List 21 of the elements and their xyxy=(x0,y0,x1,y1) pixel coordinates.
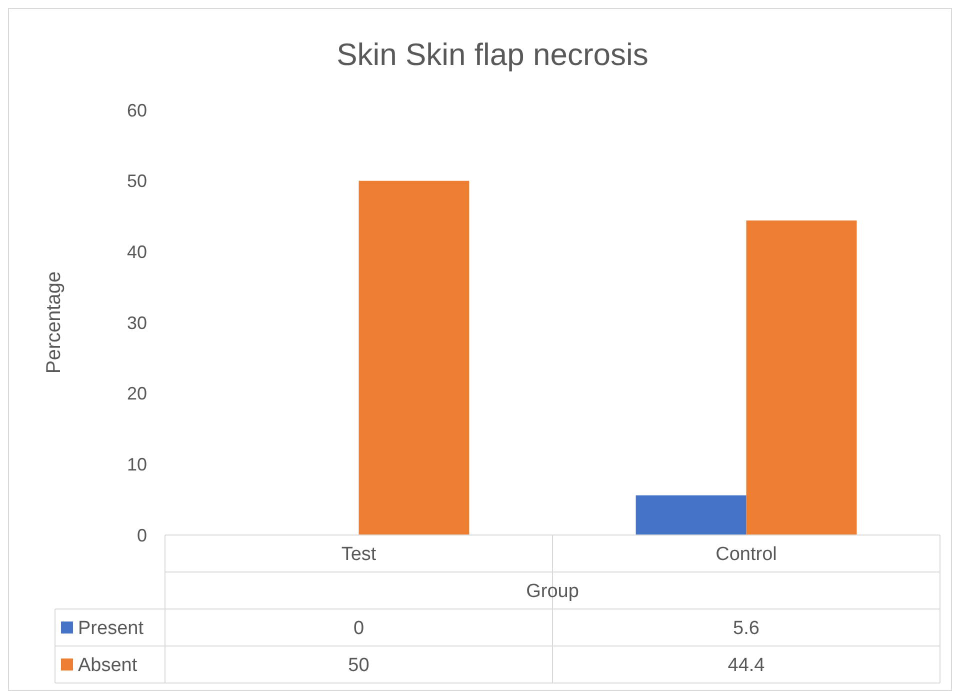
data-label: 5.6 xyxy=(733,618,760,640)
y-tick-label: 60 xyxy=(126,100,147,120)
y-tick-label: 10 xyxy=(126,454,147,474)
y-tick-label: 20 xyxy=(126,384,147,404)
bar xyxy=(358,180,470,535)
y-axis-title: Percentage xyxy=(43,271,65,374)
x-axis-title: Group xyxy=(526,581,579,602)
legend-label: Absent xyxy=(78,655,138,676)
bar xyxy=(636,495,746,535)
data-label: 0 xyxy=(353,618,364,640)
bar xyxy=(746,220,857,535)
legend-label: Present xyxy=(78,618,144,640)
y-tick-label: 50 xyxy=(126,171,147,192)
y-tick-label: 0 xyxy=(136,525,147,546)
chart-title: Skin Skin flap necrosis xyxy=(336,37,648,72)
x-tick-label: Control xyxy=(716,544,777,566)
data-label: 50 xyxy=(348,655,370,676)
data-label: 44.4 xyxy=(728,655,766,676)
y-tick-label: 40 xyxy=(126,242,147,262)
y-tick-label: 30 xyxy=(126,312,147,333)
x-tick-label: Test xyxy=(341,544,377,566)
